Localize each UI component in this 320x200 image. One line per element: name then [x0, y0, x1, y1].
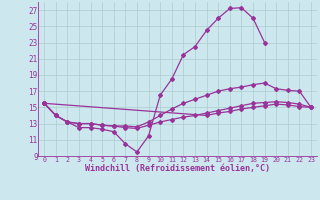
X-axis label: Windchill (Refroidissement éolien,°C): Windchill (Refroidissement éolien,°C) [85, 164, 270, 173]
